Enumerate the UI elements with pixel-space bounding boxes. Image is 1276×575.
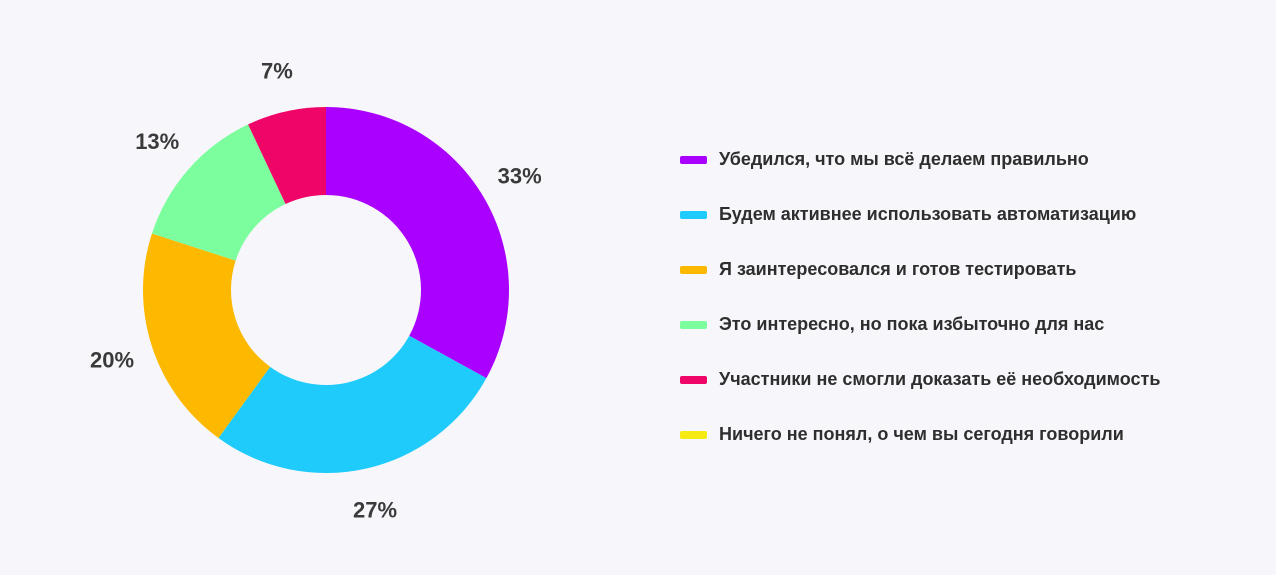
slice-percent-label: 7% — [261, 58, 293, 83]
donut-slice — [326, 107, 509, 379]
legend-label: Я заинтересовался и готов тестировать — [719, 259, 1077, 279]
legend-label: Участники не смогли доказать её необходи… — [719, 369, 1161, 389]
legend-label: Убедился, что мы всё делаем правильно — [719, 149, 1089, 169]
legend-item: Я заинтересовался и готов тестировать — [680, 242, 1160, 297]
slice-percent-label: 33% — [498, 163, 542, 188]
slice-percent-label: 13% — [135, 129, 179, 154]
donut-slice — [143, 233, 271, 439]
donut-chart-svg: 33% 27% 20% 13% 7% — [90, 58, 542, 523]
legend-item: Это интересно, но пока избыточно для нас — [680, 297, 1160, 352]
slice-percent-label: 27% — [353, 498, 397, 523]
chart-legend: Убедился, что мы всё делаем правильно Буд… — [680, 132, 1160, 462]
legend-swatch — [680, 430, 707, 439]
legend-swatch — [680, 265, 707, 274]
legend-label: Будем активнее использовать автоматизаци… — [719, 204, 1137, 224]
legend-item: Убедился, что мы всё делаем правильно — [680, 132, 1160, 187]
legend-label: Это интересно, но пока избыточно для нас — [719, 314, 1105, 334]
legend-swatch — [680, 375, 707, 384]
legend-item: Ничего не понял, о чем вы сегодня говори… — [680, 407, 1160, 462]
legend-label: Ничего не понял, о чем вы сегодня говори… — [719, 424, 1124, 444]
slice-percent-label: 20% — [90, 348, 134, 373]
donut-slice — [248, 107, 326, 205]
donut-slice — [218, 335, 487, 474]
legend-item: Будем активнее использовать автоматизаци… — [680, 187, 1160, 242]
donut-slice — [151, 124, 286, 261]
legend-swatch — [680, 155, 707, 164]
legend-swatch — [680, 210, 707, 219]
legend-item: Участники не смогли доказать её необходи… — [680, 352, 1160, 407]
legend-swatch — [680, 320, 707, 329]
